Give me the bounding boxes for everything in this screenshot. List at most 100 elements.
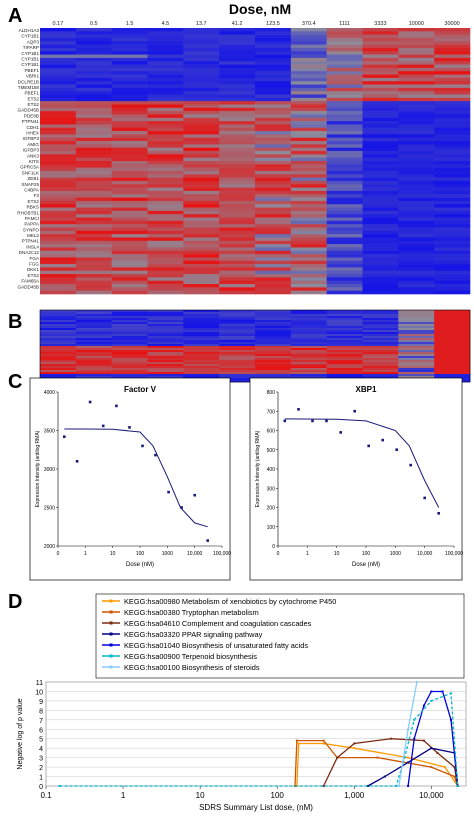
heat-cell [362,320,399,323]
heat-cell [398,230,435,235]
heat-cell [290,314,327,317]
heat-cell [326,111,363,115]
y-tick-label: 8 [39,708,43,715]
heat-cell [326,64,363,69]
heat-cell [147,157,184,162]
heat-cell [219,121,256,125]
heat-cell [111,197,148,202]
series-point [383,775,386,778]
heat-cell [398,127,435,132]
heat-cell [434,274,471,278]
x-tick-label: 10,000 [419,791,444,800]
heat-cell [434,41,471,45]
heat-cell [290,64,327,69]
heat-cell [111,127,148,132]
heat-cell [362,71,399,75]
heat-cell [219,237,256,242]
heat-cell [434,320,471,323]
heat-cell [75,257,112,262]
y-tick-label: 0 [272,544,275,550]
y-tick-label: 7 [39,718,43,725]
heat-cell [219,358,256,361]
heat-cell [326,348,363,351]
heat-cell [362,144,399,149]
heat-cell [111,170,148,175]
heat-cell [290,350,327,353]
heat-cell [75,364,112,367]
heat-cell [326,44,363,49]
heat-cell [326,167,363,172]
heat-cell [75,227,112,232]
heat-cell [75,264,112,268]
series-point [407,761,410,764]
heat-cell [255,244,292,248]
heat-cell [219,77,256,82]
heat-cell [362,237,399,242]
heat-cell [219,230,256,235]
gene-label: CYP1B1 [21,56,39,61]
heat-cell [398,131,435,135]
heat-cell [434,194,471,198]
heat-cell [111,147,148,152]
data-point [409,463,412,467]
heat-cell [255,180,292,185]
series-point [443,766,446,769]
heat-cell [40,157,77,162]
heat-cell [362,344,399,347]
heat-cell [255,247,292,252]
heat-cell [398,330,435,333]
heat-cell [111,37,148,42]
heat-cell [219,234,256,238]
heat-cell [147,376,184,379]
heat-cell [183,366,220,369]
heat-cell [75,87,112,92]
heat-cell [362,254,399,258]
heat-cell [398,316,435,319]
legend-label: KEGG:hsa00100 Biosynthesis of steroids [124,663,260,672]
x-tick-label: 1 [121,791,126,800]
heat-cell [398,41,435,45]
heat-cell [290,144,327,149]
heat-cell [75,97,112,102]
heat-cell [326,324,363,327]
heat-cell [398,360,435,363]
heat-cell [111,44,148,49]
heat-cell [147,180,184,185]
heat-cell [111,326,148,329]
gene-label: DNAJC12 [19,250,40,255]
heat-cell [290,287,327,291]
heat-cell [219,220,256,225]
heat-cell [75,368,112,371]
series-point [430,699,433,702]
heat-cell [111,348,148,351]
series-point [403,756,406,759]
series-point [353,747,356,750]
heat-cell [255,97,292,102]
heat-cell [147,336,184,339]
heat-cell [326,318,363,321]
gene-label: RHOBTB1 [17,210,39,215]
heat-cell [147,184,184,188]
heat-cell [219,280,256,285]
heat-cell [255,134,292,139]
heat-cell [326,247,363,252]
heat-cell [255,91,292,95]
heat-cell [255,284,292,288]
heat-cell [75,224,112,228]
heat-cell [362,190,399,195]
heat-cell [255,277,292,282]
heat-cell [183,197,220,202]
heat-cell [40,197,77,202]
heat-cell [255,257,292,262]
heat-cell [326,270,363,275]
heat-cell [398,124,435,129]
heat-cell [111,81,148,85]
heat-cell [398,310,435,313]
heat-cell [326,147,363,152]
heat-cell [183,200,220,205]
heat-cell [255,210,292,215]
heat-cell [434,358,471,361]
heat-cell [326,254,363,258]
heat-cell [183,177,220,182]
heat-cell [434,34,471,39]
